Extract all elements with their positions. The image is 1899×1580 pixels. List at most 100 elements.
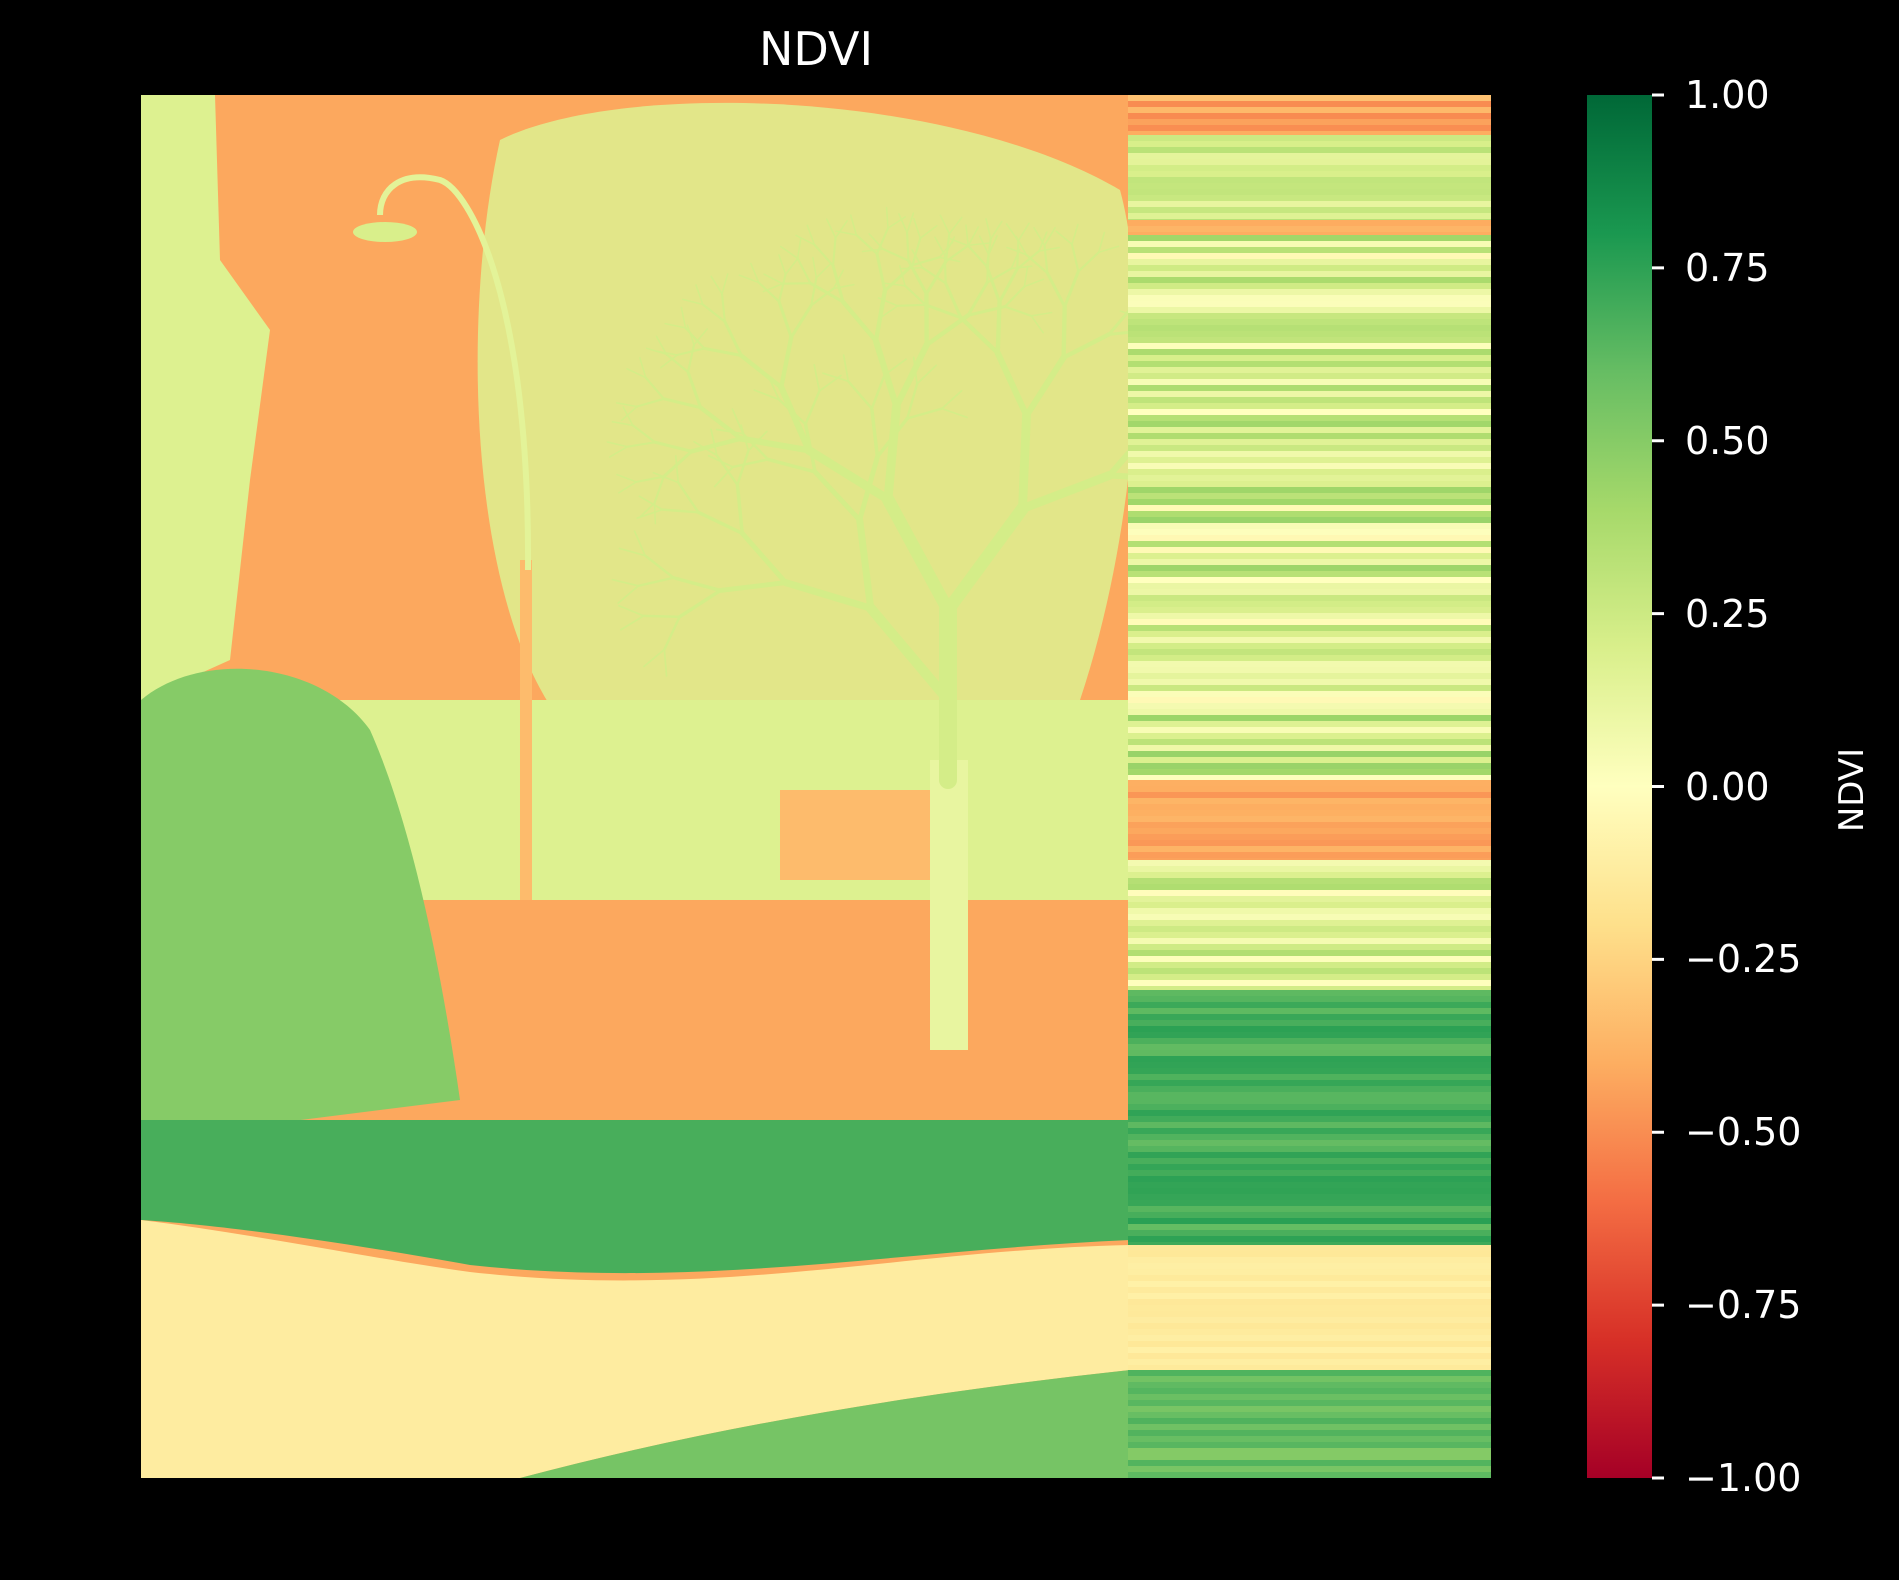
image-branch: [736, 449, 750, 487]
image-band: [1128, 331, 1491, 337]
image-band: [1128, 463, 1491, 469]
image-band: [1128, 159, 1491, 165]
image-band: [1128, 189, 1491, 195]
image-band: [1128, 1436, 1491, 1442]
image-band: [1128, 95, 1491, 101]
image-band: [1128, 1086, 1491, 1092]
image-branch: [906, 407, 944, 420]
image-band: [1128, 643, 1491, 649]
image-branch: [904, 284, 927, 306]
image-band: [1128, 1388, 1491, 1394]
image-branch: [948, 216, 963, 235]
image-band: [1128, 691, 1491, 697]
image-band: [1128, 661, 1491, 667]
image-band: [1128, 601, 1491, 607]
image-branch: [639, 357, 647, 379]
image-band: [1128, 1275, 1491, 1281]
image-path: [141, 1220, 1130, 1478]
image-band: [1128, 487, 1491, 493]
image-band: [1128, 792, 1491, 798]
image-band: [1128, 1158, 1491, 1164]
image-band: [1128, 355, 1491, 361]
image-band: [1128, 511, 1491, 517]
image-branch: [713, 466, 734, 488]
image-band: [1128, 637, 1491, 643]
image-band: [1128, 1224, 1491, 1230]
image-branch: [693, 328, 709, 346]
image-band: [1128, 1317, 1491, 1323]
image-branch: [717, 580, 789, 593]
image-branch: [721, 273, 729, 295]
image-branch: [883, 358, 907, 376]
image-branch: [1006, 246, 1028, 256]
image-band: [1128, 715, 1491, 721]
image-band: [1128, 938, 1491, 944]
image-band: [1128, 1092, 1491, 1098]
image-branch: [994, 349, 1030, 419]
image-band: [1128, 1056, 1491, 1062]
image-branch: [778, 273, 787, 303]
image-band: [1128, 1466, 1491, 1472]
image-band: [1128, 1182, 1491, 1188]
image-branch: [741, 432, 770, 461]
image-branch: [887, 216, 907, 229]
image-branch: [870, 373, 886, 410]
image-lower-lawn: [520, 1370, 1130, 1478]
image-band: [1128, 1242, 1491, 1245]
colorbar: [1587, 95, 1652, 1478]
image-band: [1128, 1382, 1491, 1388]
image-band: [1128, 1032, 1491, 1038]
image-branch: [849, 214, 858, 236]
image-band: [1128, 926, 1491, 932]
image-band: [1128, 385, 1491, 391]
image-branch: [831, 264, 845, 304]
image-branch: [710, 275, 723, 295]
image-branch: [913, 217, 922, 239]
image-band: [1128, 1269, 1491, 1275]
image-band: [1128, 1454, 1491, 1460]
image-band: [1128, 135, 1491, 141]
image-band: [1128, 541, 1491, 547]
image-branch: [875, 416, 909, 459]
image-band: [1128, 107, 1491, 113]
image-band: [1128, 153, 1491, 159]
image-band: [1128, 1200, 1491, 1206]
image-branch: [939, 214, 951, 235]
image-band: [1128, 535, 1491, 541]
image-band: [1128, 113, 1491, 119]
image-band: [1128, 1068, 1491, 1074]
image-band: [1128, 1251, 1491, 1257]
image-branch: [911, 237, 922, 267]
image-branch: [618, 481, 638, 494]
image-band: [1128, 1230, 1491, 1236]
image-band: [1128, 974, 1491, 980]
image-branch: [660, 354, 678, 369]
image-branch: [810, 276, 818, 307]
image-band: [1128, 165, 1491, 171]
colorbar-tick-label: −0.75: [1685, 1283, 1802, 1328]
image-branch: [1018, 470, 1114, 514]
image-band: [1128, 1122, 1491, 1128]
image-band: [1128, 1442, 1491, 1448]
image-band: [1128, 846, 1491, 852]
image-branch: [626, 368, 647, 379]
colorbar-tick-label: 0.50: [1685, 418, 1770, 463]
image-band: [1128, 990, 1491, 996]
image-branch: [812, 469, 863, 523]
image-band: [1128, 908, 1491, 914]
image-band: [1128, 703, 1491, 709]
image-band: [1128, 433, 1491, 439]
image-branch: [1071, 223, 1079, 246]
image-branch: [753, 389, 780, 401]
image-band: [1128, 902, 1491, 908]
image-branch: [1015, 235, 1028, 256]
colorbar-tick-label: −1.00: [1685, 1456, 1802, 1500]
image-branch: [662, 397, 703, 410]
image-branch: [676, 347, 706, 357]
image-band: [1128, 1140, 1491, 1146]
image-branch: [943, 254, 947, 285]
image-branch: [921, 266, 947, 285]
image-band: [1128, 1263, 1491, 1269]
image-band: [1128, 559, 1491, 565]
